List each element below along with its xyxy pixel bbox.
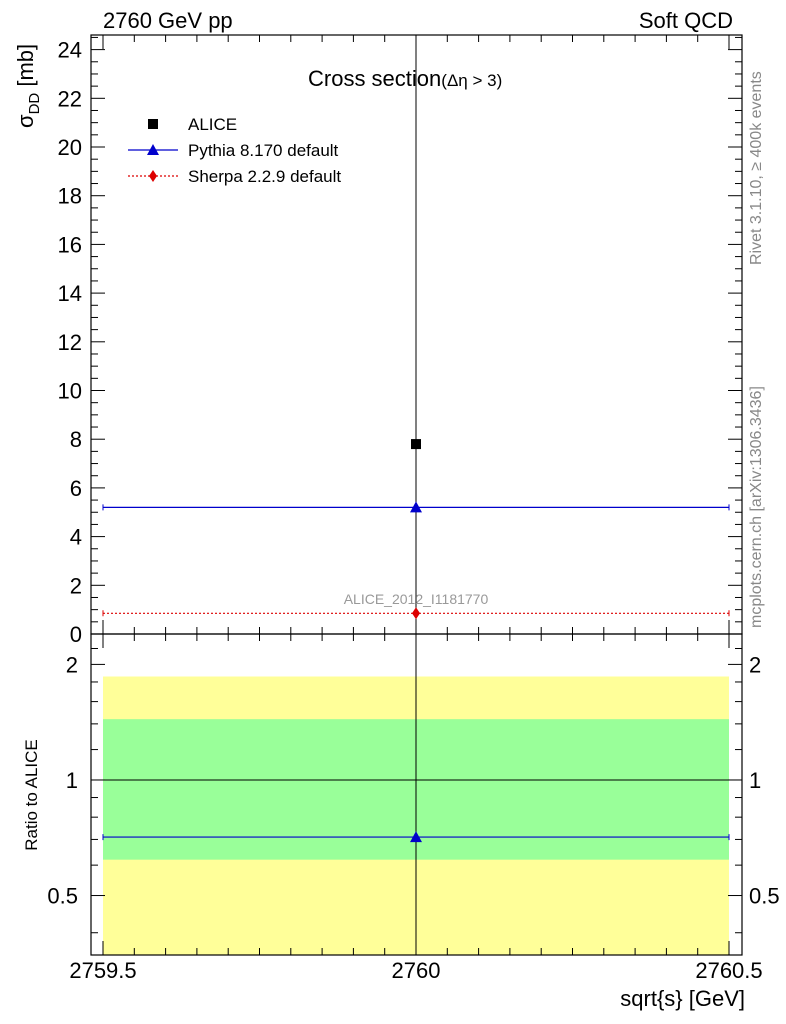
plot-title-suffix: (Δη > 3) xyxy=(441,71,502,90)
plot-title: Cross section(Δη > 3) xyxy=(308,66,502,91)
upper-y-tick-label: 0 xyxy=(70,622,82,647)
upper-y-tick-label: 6 xyxy=(70,476,82,501)
ratio-y-tick-label-right: 1 xyxy=(749,768,761,793)
legend-alice-marker xyxy=(148,119,158,129)
sherpa-point xyxy=(412,607,420,620)
legend-item-pythia: Pythia 8.170 default xyxy=(128,141,339,160)
legend-sherpa-marker xyxy=(149,170,157,182)
upper-y-tick-label: 18 xyxy=(58,184,82,209)
legend-sherpa-label: Sherpa 2.2.9 default xyxy=(188,167,341,186)
x-tick-label: 2759.5 xyxy=(69,958,136,983)
alice-point xyxy=(411,439,421,450)
header-energy-label: 2760 GeV pp xyxy=(103,8,233,33)
ratio-y-axis-label: Ratio to ALICE xyxy=(22,739,41,851)
upper-y-tick-label: 2 xyxy=(70,573,82,598)
upper-y-tick-label: 4 xyxy=(70,525,82,550)
upper-y-axis-label: σDD [mb] xyxy=(13,44,43,128)
upper-y-axis-unit: [mb] xyxy=(13,44,38,93)
ratio-y-tick-label-right: 2 xyxy=(749,652,761,677)
ratio-y-tick-label-right: 0.5 xyxy=(749,884,780,909)
header-process-label: Soft QCD xyxy=(639,8,733,33)
upper-y-tick-label: 16 xyxy=(58,232,82,257)
legend-item-alice: ALICE xyxy=(148,115,237,134)
analysis-id-label: ALICE_2012_I1181770 xyxy=(344,591,489,607)
legend-pythia-marker xyxy=(147,144,159,155)
upper-y-tick-label: 24 xyxy=(58,38,82,63)
x-axis-label: sqrt{s} [GeV] xyxy=(620,986,745,1011)
upper-y-tick-label: 8 xyxy=(70,427,82,452)
upper-y-tick-label: 20 xyxy=(58,135,82,160)
legend: ALICE Pythia 8.170 default Sherpa 2.2.9 de… xyxy=(128,115,341,186)
upper-y-axis-subscript: DD xyxy=(26,93,43,115)
ratio-y-tick-label: 0.5 xyxy=(47,884,78,909)
pythia-point xyxy=(410,501,422,513)
rivet-version-label: Rivet 3.1.10, ≥ 400k events xyxy=(748,71,765,265)
legend-alice-label: ALICE xyxy=(188,115,237,134)
legend-item-sherpa: Sherpa 2.2.9 default xyxy=(128,167,341,186)
legend-pythia-label: Pythia 8.170 default xyxy=(188,141,339,160)
ratio-y-tick-label: 2 xyxy=(66,652,78,677)
upper-y-tick-label: 12 xyxy=(58,330,82,355)
svg-text:σDD [mb]: σDD [mb] xyxy=(13,44,43,128)
upper-y-tick-label: 14 xyxy=(58,281,82,306)
upper-y-tick-label: 22 xyxy=(58,86,82,111)
x-tick-label: 2760.5 xyxy=(695,958,762,983)
ratio-y-tick-label: 1 xyxy=(66,768,78,793)
upper-y-axis-symbol: σ xyxy=(13,114,38,128)
x-tick-label: 2760 xyxy=(392,958,441,983)
ratio-pythia-point xyxy=(410,831,422,843)
upper-y-tick-label: 10 xyxy=(58,379,82,404)
plot-title-main: Cross section xyxy=(308,66,441,91)
source-label: mcplots.cern.ch [arXiv:1306.3436] xyxy=(748,386,765,628)
